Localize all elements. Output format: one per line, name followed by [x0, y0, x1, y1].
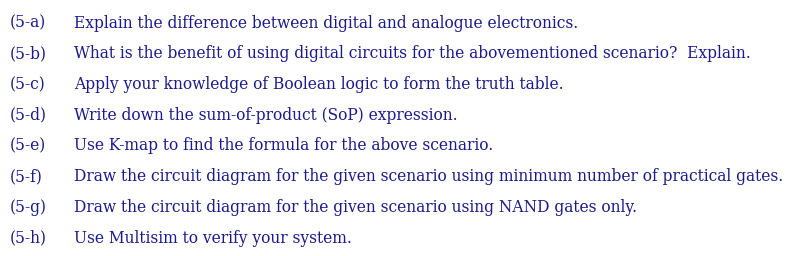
Text: (5-c): (5-c): [10, 76, 45, 93]
Text: (5-f): (5-f): [10, 168, 43, 185]
Text: What is the benefit of using digital circuits for the abovementioned scenario?  : What is the benefit of using digital cir…: [74, 45, 750, 62]
Text: (5-g): (5-g): [10, 199, 47, 216]
Text: Write down the sum-of-product (SoP) expression.: Write down the sum-of-product (SoP) expr…: [74, 107, 457, 124]
Text: Use K-map to find the formula for the above scenario.: Use K-map to find the formula for the ab…: [74, 137, 493, 154]
Text: Use Multisim to verify your system.: Use Multisim to verify your system.: [74, 230, 352, 247]
Text: Draw the circuit diagram for the given scenario using minimum number of practica: Draw the circuit diagram for the given s…: [74, 168, 783, 185]
Text: (5-b): (5-b): [10, 45, 47, 62]
Text: Explain the difference between digital and analogue electronics.: Explain the difference between digital a…: [74, 15, 578, 31]
Text: (5-d): (5-d): [10, 107, 47, 124]
Text: Draw the circuit diagram for the given scenario using NAND gates only.: Draw the circuit diagram for the given s…: [74, 199, 637, 216]
Text: (5-h): (5-h): [10, 230, 47, 247]
Text: (5-e): (5-e): [10, 137, 46, 154]
Text: Apply your knowledge of Boolean logic to form the truth table.: Apply your knowledge of Boolean logic to…: [74, 76, 563, 93]
Text: (5-a): (5-a): [10, 15, 46, 31]
